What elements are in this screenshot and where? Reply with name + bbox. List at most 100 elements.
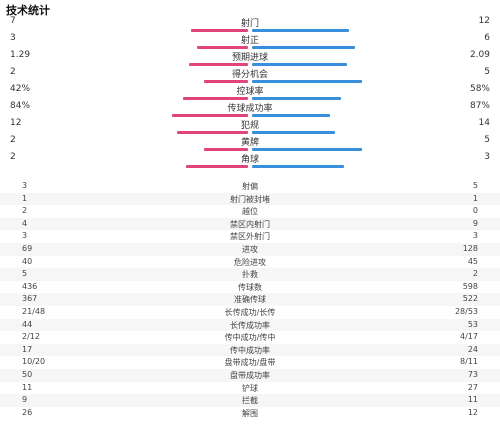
home-bar (172, 114, 248, 117)
stat-label: 预期进球 (231, 53, 268, 63)
table-row: 50 盘带成功率 73 (0, 369, 500, 382)
away-value: 0 (472, 206, 478, 216)
home-value: 26 (22, 407, 33, 417)
away-value: 9 (472, 218, 478, 228)
away-value: 14 (478, 118, 490, 128)
table-row: 10/20 盘带成功/盘带 8/11 (0, 356, 500, 369)
stat-label: 盘带成功/盘带 (224, 358, 276, 368)
table-row: 17 传中成功率 24 (0, 343, 500, 357)
home-value: 42% (10, 84, 31, 94)
stat-label: 控球率 (236, 87, 264, 97)
stat-label: 扑救 (242, 270, 258, 280)
away-value: 58% (469, 84, 490, 94)
stat-label: 危险进攻 (234, 257, 266, 267)
table-row: 3 射偏 5 (0, 180, 500, 193)
away-value: 6 (484, 33, 490, 43)
away-value: 3 (484, 152, 490, 162)
bar-stat-row: 12 犯规 14 (0, 116, 500, 138)
away-value: 5 (484, 67, 490, 77)
home-value: 3 (22, 231, 28, 241)
away-value: 27 (467, 382, 478, 392)
away-value: 128 (462, 244, 478, 253)
home-value: 50 (22, 370, 33, 379)
stat-label: 越位 (242, 207, 258, 217)
stat-label: 射门被封堵 (230, 194, 270, 204)
home-value: 12 (10, 118, 22, 128)
stat-label: 拦截 (242, 396, 258, 406)
away-bar (252, 80, 362, 83)
home-value: 7 (10, 16, 16, 26)
table-row: 367 准确传球 522 (0, 293, 500, 306)
stat-label: 禁区外射门 (230, 232, 270, 242)
home-value: 10/20 (22, 357, 46, 367)
home-value: 17 (22, 344, 33, 354)
page-title: 技术统计 (6, 4, 50, 17)
home-value: 2 (10, 135, 16, 145)
home-value: 1.29 (10, 50, 31, 60)
away-value: 598 (462, 281, 478, 291)
home-bar (204, 80, 248, 83)
away-value: 12 (467, 407, 478, 417)
away-value: 522 (462, 294, 478, 304)
away-bar (252, 46, 355, 49)
home-value: 4 (22, 218, 28, 228)
away-value: 2.09 (469, 50, 490, 60)
bar-stat-row: 84% 传球成功率 87% (0, 99, 500, 121)
table-row: 40 危险进攻 45 (0, 256, 500, 269)
stat-label: 铲球 (242, 383, 258, 393)
away-bar (252, 148, 362, 151)
table-row: 2/12 传中成功/传中 4/17 (0, 331, 500, 344)
stat-label: 角球 (240, 155, 259, 165)
away-value: 11 (467, 395, 478, 405)
stat-label: 犯规 (240, 121, 259, 131)
away-bar (252, 131, 335, 134)
bar-stat-row: 2 黄牌 5 (0, 133, 500, 155)
bar-stat-row: 3 射正 6 (0, 31, 500, 53)
away-value: 1 (472, 193, 478, 203)
table-row: 2 越位 0 (0, 205, 500, 218)
table-row: 1 射门被封堵 1 (0, 192, 500, 206)
table-row: 436 传球数 598 (0, 281, 500, 294)
stat-label: 长传成功/长传 (224, 308, 276, 317)
bar-stat-row: 2 角球 3 (0, 150, 500, 172)
away-value: 45 (467, 256, 478, 266)
home-value: 3 (22, 181, 28, 190)
away-value: 12 (478, 16, 490, 26)
home-value: 21/48 (22, 307, 46, 316)
away-value: 53 (467, 319, 478, 329)
home-value: 5 (22, 269, 28, 279)
table-row: 5 扑救 2 (0, 268, 500, 281)
home-value: 2/12 (22, 332, 40, 342)
stat-label: 传球数 (238, 282, 262, 292)
table-row: 44 长传成功率 53 (0, 318, 500, 332)
stat-label: 传中成功率 (230, 345, 270, 355)
stat-label: 解围 (242, 408, 258, 418)
table-row: 9 拦截 11 (0, 394, 500, 407)
home-bar (189, 63, 248, 66)
home-value: 44 (22, 319, 33, 329)
table-row: 21/48 长传成功/长传 28/53 (0, 306, 500, 319)
bar-stat-row: 7 射门 12 (0, 14, 500, 36)
home-value: 1 (22, 193, 28, 203)
stat-label: 黄牌 (240, 138, 259, 148)
stat-label: 传球成功率 (227, 104, 273, 114)
home-value: 2 (10, 67, 16, 77)
home-value: 69 (22, 244, 33, 253)
stat-label: 长传成功率 (230, 320, 270, 330)
bar-stat-row: 2 得分机会 5 (0, 65, 500, 87)
stat-label: 准确传球 (234, 295, 266, 305)
home-bar (197, 46, 248, 49)
away-value: 5 (484, 135, 490, 145)
away-value: 87% (469, 101, 490, 111)
table-row: 3 禁区外射门 3 (0, 230, 500, 243)
home-value: 3 (10, 33, 16, 43)
home-value: 84% (10, 101, 31, 111)
stat-label: 传中成功/传中 (224, 333, 276, 343)
stat-label: 得分机会 (231, 70, 268, 80)
home-bar (177, 131, 248, 134)
stat-label: 盘带成功率 (230, 371, 270, 380)
away-value: 3 (472, 231, 478, 241)
away-bar (252, 63, 347, 66)
bar-stat-row: 42% 控球率 58% (0, 82, 500, 104)
bar-stat-row: 1.29 预期进球 2.09 (0, 48, 500, 70)
